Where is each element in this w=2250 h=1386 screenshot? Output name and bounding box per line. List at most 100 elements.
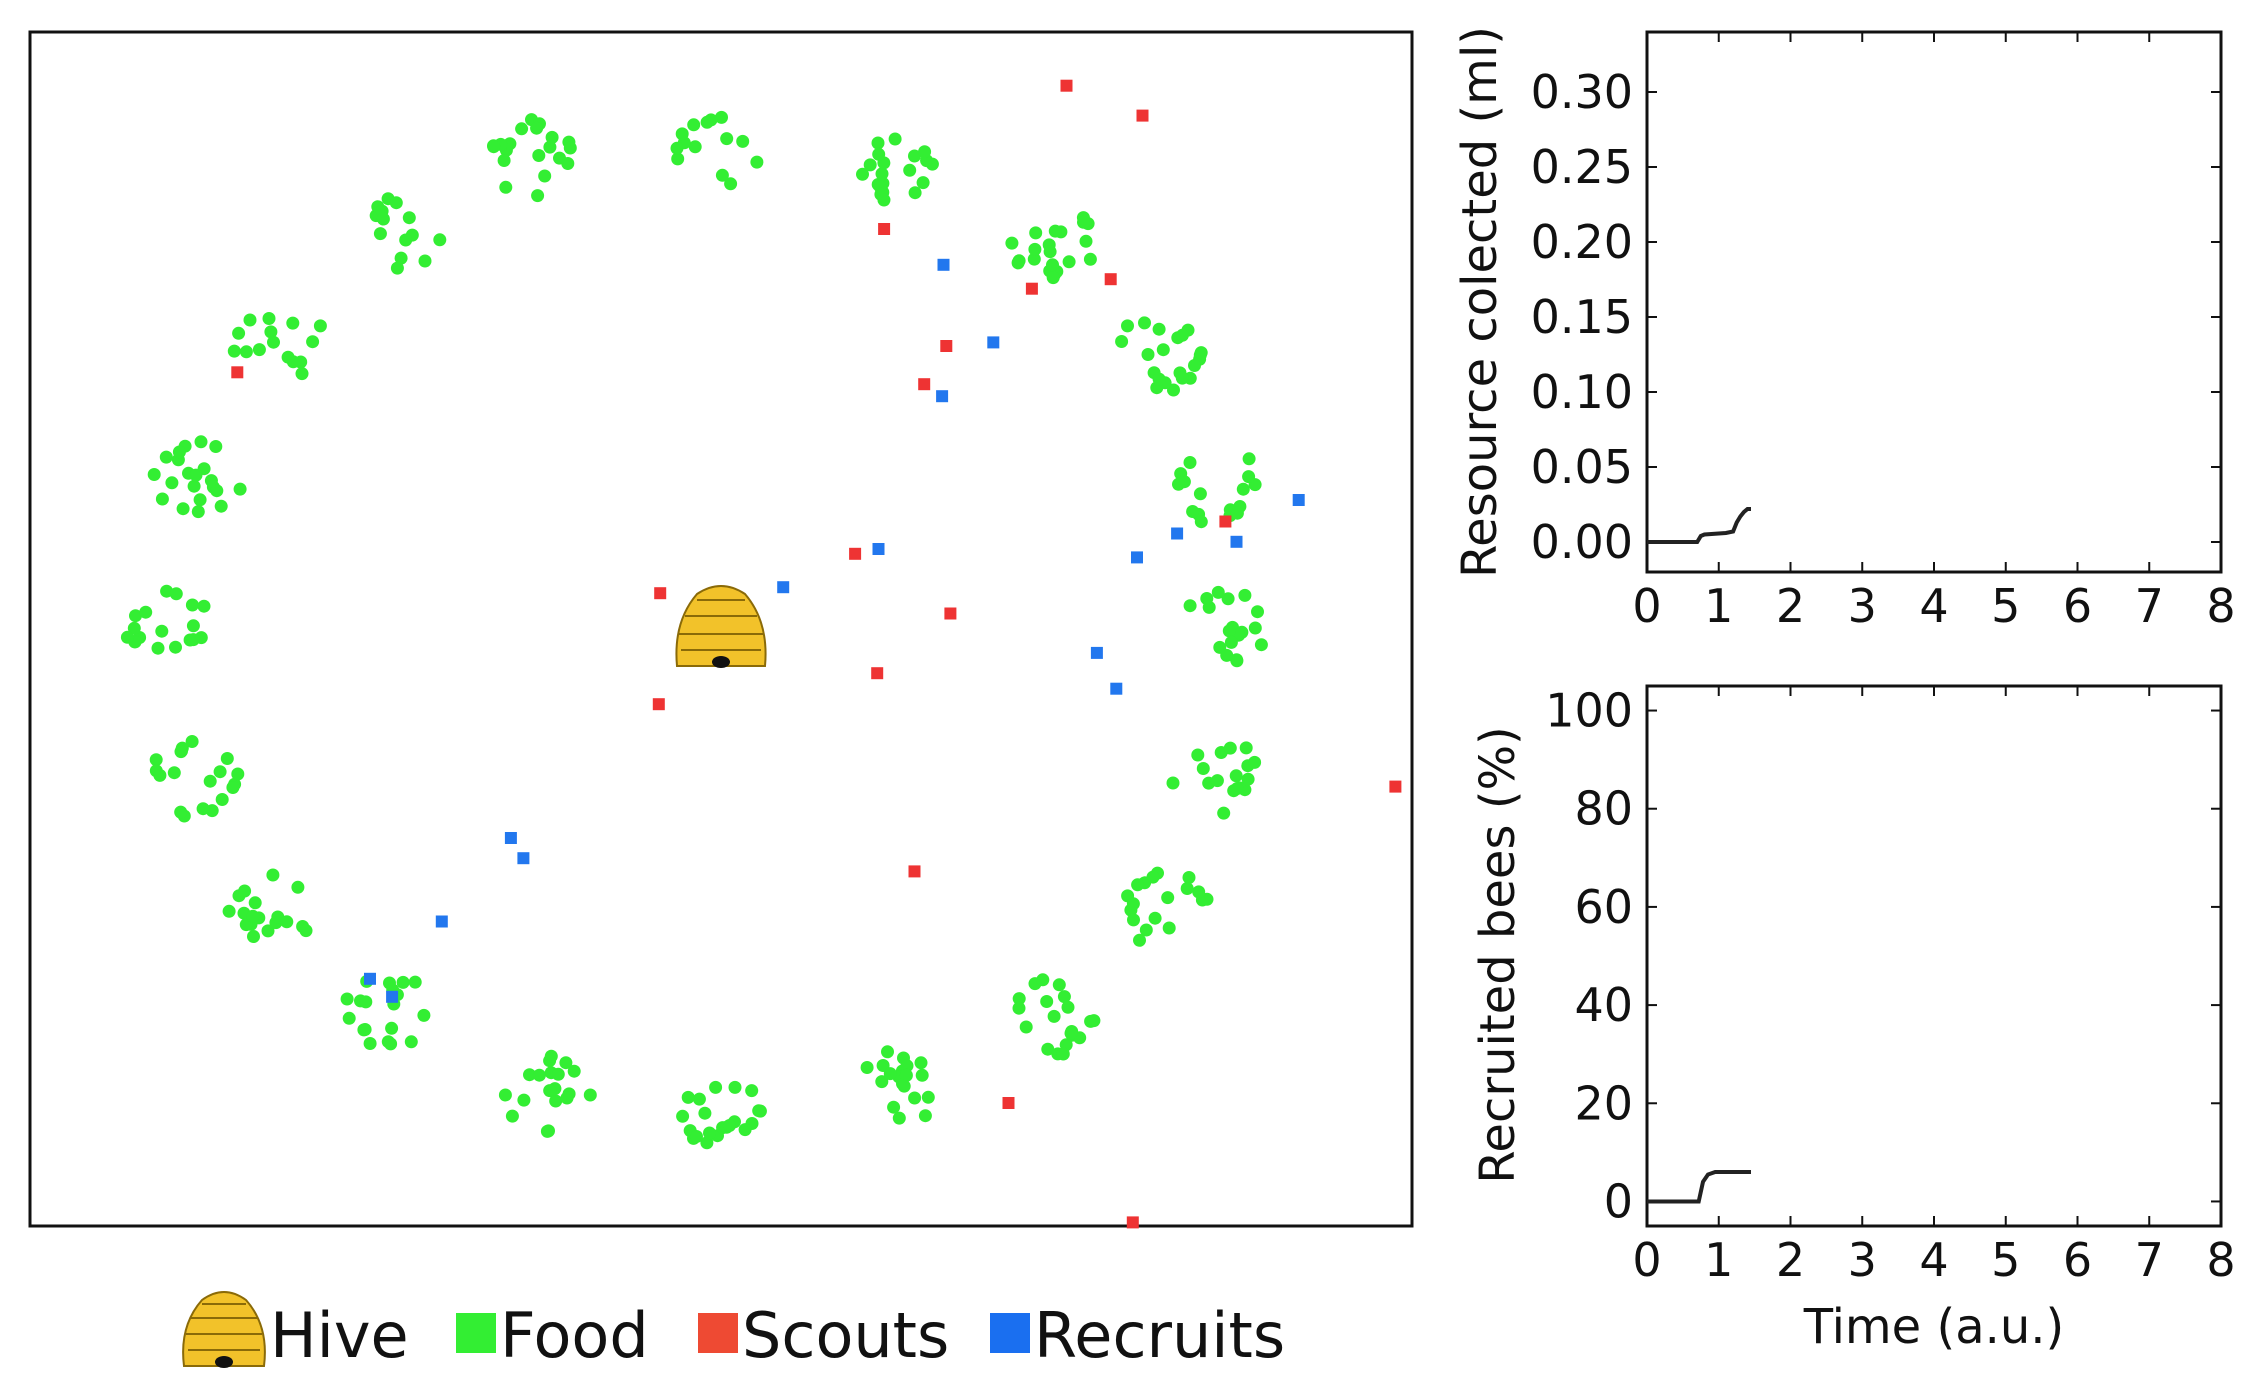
food-dot — [530, 121, 544, 135]
food-dot — [736, 134, 750, 148]
recruited-y-axis-label: Recruited bees (%) — [1470, 726, 1526, 1184]
food-dot — [1133, 933, 1146, 947]
food-dot — [294, 355, 308, 369]
food-dot — [1027, 252, 1041, 266]
food-source — [369, 192, 447, 275]
food-dot — [220, 752, 234, 765]
food-dot — [252, 343, 266, 357]
food-dot — [860, 1061, 874, 1074]
food-dot — [433, 233, 447, 247]
food-dot — [1152, 372, 1166, 386]
food-dot — [120, 630, 134, 644]
food-dot — [1239, 741, 1253, 755]
food-dot — [1200, 592, 1214, 605]
food-dot — [1126, 897, 1140, 911]
food-dot — [675, 127, 689, 141]
food-dot — [1141, 348, 1155, 361]
scout-marker — [1002, 1097, 1015, 1109]
scout-marker — [1104, 273, 1117, 286]
recruit-marker — [364, 972, 376, 985]
food-source — [1115, 316, 1208, 397]
food-dot — [559, 1056, 573, 1070]
food-dot — [1005, 236, 1019, 250]
recruited-y-tick-labels: 0 20 40 60 80 100 — [1545, 684, 1633, 1229]
x-tick-label: 4 — [1919, 1233, 1948, 1287]
recruited-ticks — [1646, 686, 2222, 1226]
food-dot — [174, 805, 188, 819]
food-dot — [1186, 505, 1200, 518]
y-tick-label: 40 — [1574, 978, 1633, 1032]
food-dot — [213, 765, 227, 779]
food-dot — [1191, 748, 1205, 762]
food-dot — [1012, 992, 1026, 1006]
legend-item-food: Food — [456, 1299, 649, 1372]
food-dot — [1180, 882, 1194, 895]
x-tick-label: 3 — [1848, 1233, 1877, 1287]
food-dot — [186, 633, 200, 647]
food-dot — [196, 802, 210, 816]
food-dot — [887, 1100, 901, 1114]
food-dot — [1115, 335, 1129, 348]
recruit-marker — [386, 990, 399, 1003]
scout-marker — [1136, 109, 1149, 122]
scout-marker — [944, 607, 957, 620]
food-dot — [871, 136, 885, 150]
food-dot — [193, 493, 207, 507]
food-dot — [1162, 921, 1176, 935]
food-source — [856, 132, 939, 207]
food-dot — [153, 768, 167, 782]
x-tick-label: 7 — [2135, 579, 2164, 633]
food-dot — [532, 1068, 546, 1082]
x-tick-label: 3 — [1848, 579, 1877, 633]
food-dot — [1192, 885, 1206, 899]
food-dot — [1146, 870, 1160, 884]
food-dot — [185, 735, 199, 748]
food-dot — [147, 468, 161, 481]
food-dot — [567, 1064, 581, 1078]
food-dot — [159, 450, 173, 464]
scout-marker — [849, 547, 862, 560]
food-dot — [1248, 621, 1262, 635]
food-dot — [916, 176, 930, 190]
food-dot — [1036, 973, 1050, 987]
x-tick-label: 1 — [1704, 579, 1733, 633]
food-dot — [313, 319, 327, 333]
food-dot — [918, 145, 932, 159]
recruit-marker — [1292, 494, 1305, 506]
food-dot — [238, 884, 252, 898]
food-dot — [187, 479, 201, 493]
food-dot — [690, 1130, 703, 1143]
food-swatch — [456, 1313, 496, 1353]
food-dot — [247, 930, 260, 943]
food-dot — [1242, 470, 1256, 484]
recruit-marker — [1110, 682, 1123, 695]
food-dot — [248, 896, 262, 910]
x-tick-label: 6 — [2063, 1233, 2092, 1287]
food-source — [1172, 452, 1262, 529]
food-dot — [1064, 1026, 1078, 1040]
food-dot — [1183, 456, 1197, 469]
food-dot — [1131, 878, 1145, 892]
x-tick-label: 2 — [1776, 1233, 1805, 1287]
food-dot — [1041, 1042, 1055, 1056]
recruit-marker — [987, 336, 1000, 349]
food-source — [1121, 866, 1214, 947]
legend-label-recruits: Recruits — [1034, 1299, 1285, 1372]
food-dot — [750, 155, 764, 169]
scout-marker — [1025, 282, 1038, 295]
food-source — [676, 1080, 767, 1150]
food-dot — [169, 587, 183, 601]
food-dot — [709, 1080, 723, 1094]
food-dot — [897, 1079, 911, 1093]
food-dot — [1121, 319, 1134, 333]
food-dot — [139, 605, 153, 619]
food-dot — [306, 335, 320, 349]
y-tick-label: 20 — [1574, 1076, 1633, 1130]
food-dot — [563, 141, 577, 155]
food-dot — [281, 350, 295, 364]
food-dot — [197, 599, 211, 613]
food-dot — [418, 254, 432, 268]
recruit-marker — [937, 258, 950, 271]
food-dot — [165, 476, 179, 490]
